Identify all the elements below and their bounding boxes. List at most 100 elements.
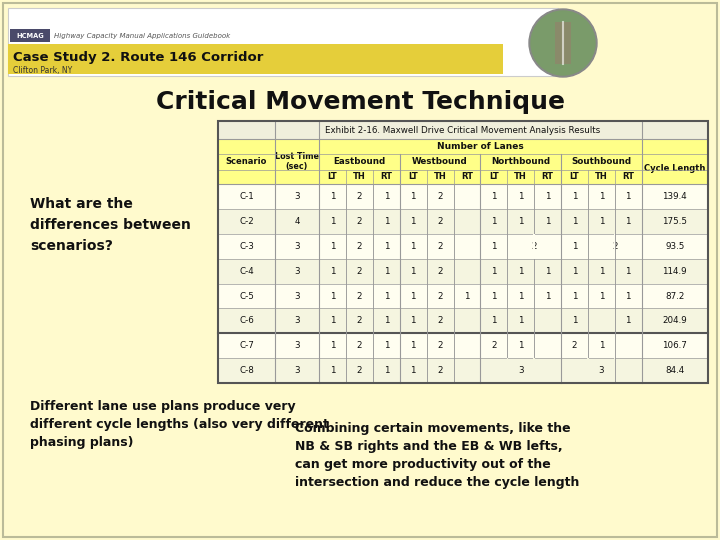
Text: Exhibit 2-16. Maxwell Drive Critical Movement Analysis Results: Exhibit 2-16. Maxwell Drive Critical Mov… — [325, 125, 600, 134]
Text: 1: 1 — [598, 292, 604, 301]
Text: 1: 1 — [410, 316, 416, 326]
FancyBboxPatch shape — [555, 22, 571, 64]
Bar — [218, 259, 708, 284]
Text: 1: 1 — [518, 267, 523, 276]
Text: C-7: C-7 — [239, 341, 254, 350]
Text: LT: LT — [489, 172, 499, 181]
Text: 1: 1 — [410, 366, 416, 375]
Text: 2: 2 — [437, 366, 443, 375]
Text: 1: 1 — [384, 242, 389, 251]
Text: 1: 1 — [545, 292, 550, 301]
Bar — [218, 154, 708, 170]
Text: 2: 2 — [437, 341, 443, 350]
Text: Critical Movement Technique: Critical Movement Technique — [156, 90, 564, 114]
Text: 2: 2 — [356, 341, 362, 350]
Text: 1: 1 — [572, 292, 577, 301]
Text: 1: 1 — [464, 292, 469, 301]
Text: 1: 1 — [410, 217, 416, 226]
Text: C-8: C-8 — [239, 366, 254, 375]
Bar — [218, 308, 708, 333]
Text: 1: 1 — [384, 292, 389, 301]
Text: TH: TH — [433, 172, 446, 181]
Text: 1: 1 — [491, 267, 497, 276]
Text: 1: 1 — [626, 316, 631, 326]
Text: Scenario: Scenario — [226, 157, 267, 166]
Text: 2: 2 — [437, 192, 443, 201]
Text: 1: 1 — [572, 192, 577, 201]
Bar — [218, 234, 708, 259]
Text: 1: 1 — [518, 292, 523, 301]
Text: 1: 1 — [384, 366, 389, 375]
Text: 2: 2 — [437, 267, 443, 276]
Bar — [534, 358, 535, 383]
Text: 2: 2 — [612, 242, 618, 251]
Bar — [218, 121, 708, 139]
Text: 1: 1 — [384, 217, 389, 226]
Text: 3: 3 — [294, 242, 300, 251]
FancyBboxPatch shape — [10, 29, 50, 42]
Text: RT: RT — [461, 172, 473, 181]
Text: 1: 1 — [598, 341, 604, 350]
Text: 3: 3 — [518, 366, 523, 375]
Text: 1: 1 — [384, 341, 389, 350]
Bar — [218, 121, 708, 383]
Circle shape — [531, 11, 595, 75]
Text: 4: 4 — [294, 217, 300, 226]
Text: 1: 1 — [410, 341, 416, 350]
Text: 1: 1 — [330, 217, 336, 226]
Bar — [218, 358, 708, 383]
Text: 2: 2 — [356, 217, 362, 226]
Text: C-1: C-1 — [239, 192, 254, 201]
Text: 1: 1 — [491, 192, 497, 201]
Text: 3: 3 — [294, 192, 300, 201]
Text: 1: 1 — [491, 217, 497, 226]
Text: 1: 1 — [410, 267, 416, 276]
Text: 1: 1 — [330, 242, 336, 251]
Text: 3: 3 — [294, 292, 300, 301]
Text: LT: LT — [328, 172, 338, 181]
Text: 2: 2 — [356, 316, 362, 326]
Text: 1: 1 — [518, 217, 523, 226]
Text: 3: 3 — [294, 316, 300, 326]
Text: 2: 2 — [572, 341, 577, 350]
Text: HCMAG: HCMAG — [16, 32, 44, 38]
Text: 1: 1 — [410, 192, 416, 201]
Text: 2: 2 — [437, 242, 443, 251]
Text: TH: TH — [514, 172, 527, 181]
Text: 1: 1 — [384, 316, 389, 326]
Text: 1: 1 — [491, 292, 497, 301]
Text: 1: 1 — [626, 192, 631, 201]
Text: 1: 1 — [598, 217, 604, 226]
Text: 2: 2 — [356, 267, 362, 276]
Text: 1: 1 — [572, 217, 577, 226]
Text: RT: RT — [541, 172, 554, 181]
Text: LT: LT — [408, 172, 418, 181]
Text: 84.4: 84.4 — [665, 366, 685, 375]
Text: 204.9: 204.9 — [662, 316, 687, 326]
Bar — [218, 139, 708, 154]
Text: 1: 1 — [545, 267, 550, 276]
Text: Number of Lanes: Number of Lanes — [437, 142, 523, 151]
Text: C-3: C-3 — [239, 242, 254, 251]
Text: 2: 2 — [437, 316, 443, 326]
Text: 3: 3 — [598, 366, 604, 375]
Bar — [507, 358, 508, 383]
Text: C-5: C-5 — [239, 292, 254, 301]
Text: TH: TH — [595, 172, 608, 181]
Text: 1: 1 — [626, 217, 631, 226]
Text: TH: TH — [353, 172, 366, 181]
Text: 1: 1 — [330, 192, 336, 201]
Text: 1: 1 — [518, 192, 523, 201]
FancyBboxPatch shape — [3, 3, 717, 537]
Text: RT: RT — [380, 172, 392, 181]
Text: Combining certain movements, like the
NB & SB rights and the EB & WB lefts,
can : Combining certain movements, like the NB… — [295, 422, 580, 489]
Text: 1: 1 — [330, 267, 336, 276]
Text: 2: 2 — [531, 242, 537, 251]
Text: Southbound: Southbound — [571, 157, 631, 166]
Text: 2: 2 — [356, 366, 362, 375]
Text: Cycle Length: Cycle Length — [644, 165, 706, 173]
Text: 1: 1 — [572, 267, 577, 276]
Text: 1: 1 — [545, 217, 550, 226]
Text: Clifton Park, NY: Clifton Park, NY — [13, 66, 72, 76]
Text: Highway Capacity Manual Applications Guidebook: Highway Capacity Manual Applications Gui… — [54, 32, 230, 38]
